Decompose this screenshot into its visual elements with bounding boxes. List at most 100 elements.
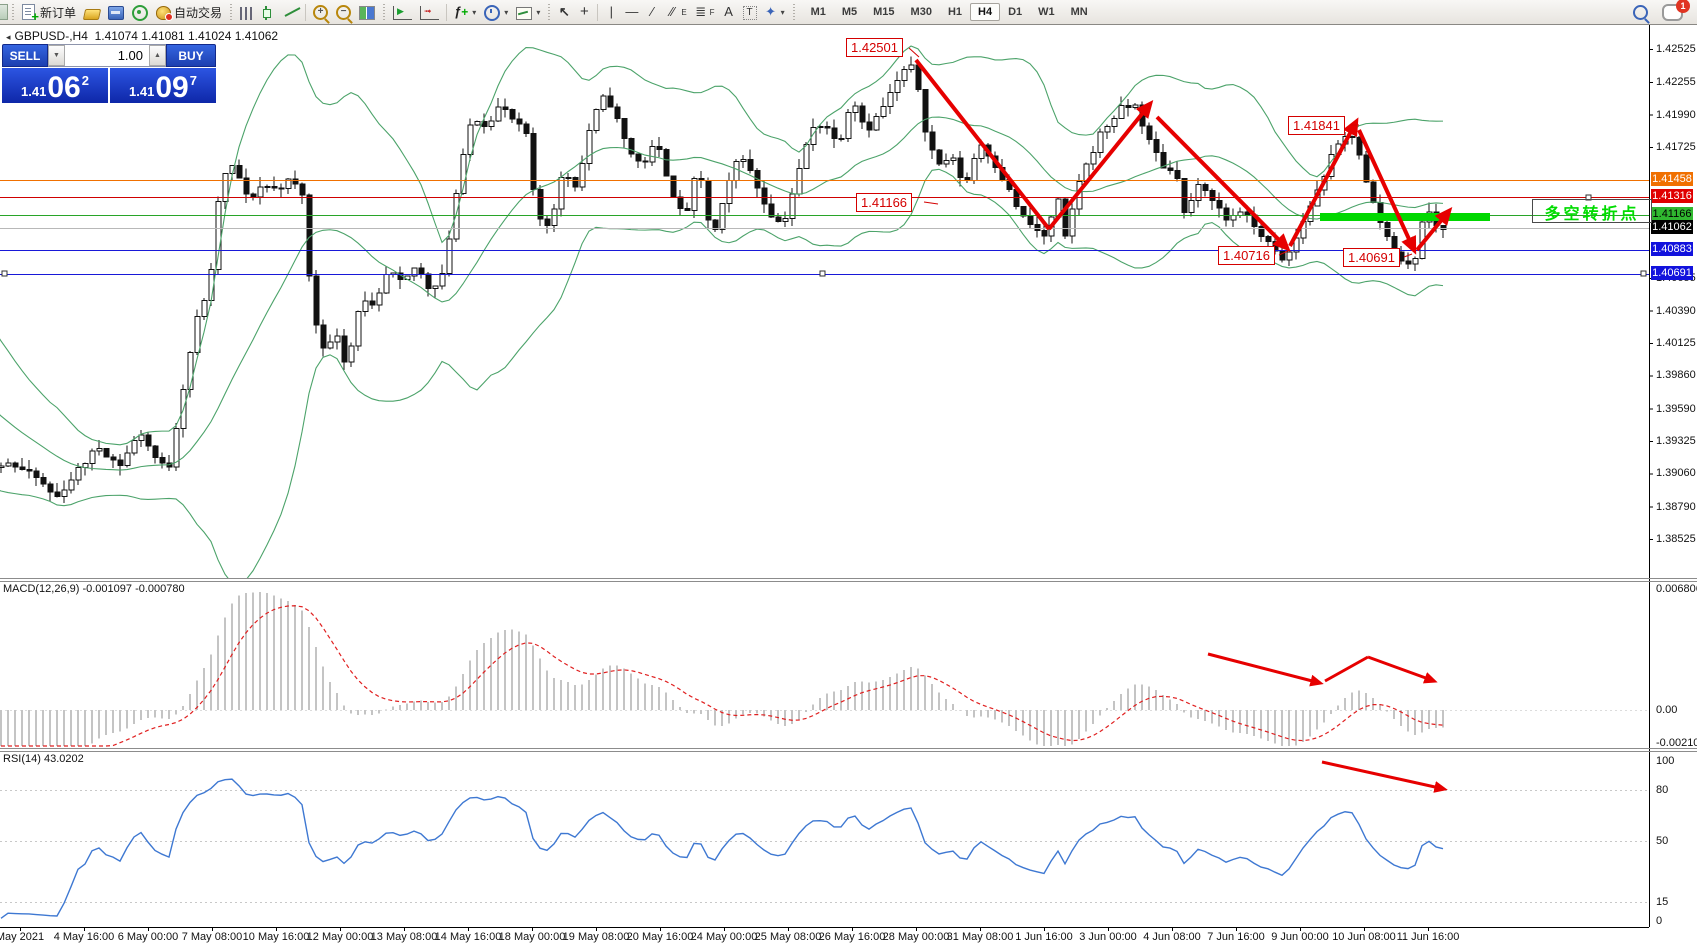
notifications-icon[interactable]: 1 [1662, 0, 1690, 21]
timeframe-H1[interactable]: H1 [947, 6, 963, 18]
time-label[interactable]: 20 May 16:00 [626, 931, 694, 943]
buy-price[interactable]: 1.41 09 7 [110, 68, 216, 103]
time-label[interactable]: 31 May 08:00 [946, 931, 1014, 943]
time-label[interactable]: 4 May 16:00 [53, 931, 115, 943]
trend-line-button[interactable]: ∕ [651, 4, 654, 19]
line-chart-button[interactable] [280, 1, 302, 23]
selection-handle[interactable] [1640, 270, 1647, 277]
highlight-bar[interactable] [1320, 213, 1490, 221]
gold-bars-icon[interactable] [80, 1, 104, 23]
price-tag-1.41841[interactable]: 1.41841 [1288, 116, 1345, 135]
time-label[interactable]: 11 Jun 16:00 [1396, 931, 1460, 943]
zoom-in-button[interactable]: + [309, 1, 332, 23]
volume-input[interactable]: 1.00 [117, 48, 143, 63]
tile-windows-button[interactable] [355, 1, 379, 23]
trend-arrow[interactable] [1324, 655, 1369, 683]
signals-icon[interactable] [128, 1, 152, 23]
collapse-panel-icon[interactable]: ◂ [6, 32, 11, 42]
arrows-button[interactable]: ✦ ▾ [765, 4, 785, 19]
timeframe-M15[interactable]: M15 [873, 6, 895, 18]
analyst-annotations[interactable] [1, 47, 1647, 793]
text-button[interactable]: A [724, 4, 733, 19]
price-tag-1.40716[interactable]: 1.40716 [1218, 246, 1275, 265]
symbol-name: GBPUSD-,H4 [14, 29, 88, 43]
time-label[interactable]: 18 May 00:00 [498, 931, 566, 943]
candle-chart-button[interactable] [258, 1, 280, 23]
text-label-button[interactable]: T [739, 1, 761, 23]
periods-button[interactable]: ▾ [480, 1, 512, 23]
time-label[interactable]: 19 May 08:00 [562, 931, 630, 943]
cursor-button[interactable]: ↖ [558, 4, 570, 19]
rsi-axis-label: 50 [1656, 835, 1669, 847]
search-icon[interactable] [1629, 1, 1652, 23]
trend-arrow[interactable] [1155, 115, 1291, 252]
time-label[interactable]: 4 Jun 08:00 [1143, 931, 1201, 943]
selection-handle[interactable] [1585, 194, 1592, 201]
timeframe-M1[interactable]: M1 [810, 6, 826, 18]
time-label[interactable]: 7 Jun 16:00 [1207, 931, 1265, 943]
time-label[interactable]: 28 May 00:00 [882, 931, 950, 943]
vertical-line-button[interactable]: | [609, 4, 614, 19]
selection-handle[interactable] [1, 270, 8, 277]
selection-handle[interactable] [819, 270, 826, 277]
timeframe-W1[interactable]: W1 [1038, 6, 1055, 18]
trend-arrow[interactable] [1047, 99, 1154, 231]
price-tag-1.40691[interactable]: 1.40691 [1343, 248, 1400, 267]
auto-scroll-button[interactable]: ➟ [416, 1, 443, 23]
trend-arrow[interactable] [1207, 652, 1324, 687]
time-label[interactable]: 13 May 08:00 [370, 931, 438, 943]
timeframe-M5[interactable]: M5 [841, 6, 858, 18]
fibonacci-button[interactable]: ≣ F [695, 4, 715, 19]
timeframe-MN[interactable]: MN [1070, 6, 1088, 18]
market-watch-icon[interactable] [104, 1, 128, 23]
time-label[interactable]: 3 Jun 00:00 [1079, 931, 1137, 943]
price-tick: 1.39325 [1656, 435, 1696, 447]
price-label-1.41166: 1.41166 [1651, 207, 1693, 222]
timeframe-H4[interactable]: H4 [970, 3, 1001, 21]
add-indicator-button[interactable]: ƒ+ ▾ [454, 4, 477, 19]
trend-arrow[interactable] [1288, 117, 1359, 247]
templates-button[interactable]: ▾ [512, 1, 544, 23]
zoom-out-button[interactable]: − [332, 1, 355, 23]
horizontal-line-button[interactable]: — [625, 4, 639, 19]
price-label-1.41458: 1.41458 [1651, 171, 1693, 186]
timeframe-D1[interactable]: D1 [1008, 6, 1023, 18]
price-tag-1.41166[interactable]: 1.41166 [856, 193, 913, 212]
chart-icon-partial[interactable] [0, 4, 8, 20]
time-label[interactable]: 25 May 08:00 [754, 931, 822, 943]
trend-arrow[interactable] [1415, 206, 1453, 252]
time-label[interactable]: May 2021 [0, 931, 45, 943]
bar-chart-button[interactable] [236, 1, 258, 23]
crosshair-button[interactable]: + [579, 3, 589, 20]
sell-button[interactable]: SELL [2, 44, 48, 67]
time-label[interactable]: 24 May 00:00 [690, 931, 758, 943]
rsi-indicator-label: RSI(14) 43.0202 [3, 753, 84, 765]
trend-arrow[interactable] [1367, 655, 1438, 684]
new-order-button[interactable]: 新订单 [18, 2, 80, 24]
time-label[interactable]: 9 Jun 00:00 [1271, 931, 1329, 943]
time-label[interactable]: 10 Jun 08:00 [1332, 931, 1396, 943]
rsi-line [0, 778, 1444, 919]
volume-increase-button[interactable]: ▲ [149, 45, 166, 66]
time-label[interactable]: 26 May 16:00 [818, 931, 886, 943]
time-label[interactable]: 12 May 00:00 [306, 931, 374, 943]
trend-arrow[interactable] [1321, 760, 1448, 793]
time-label[interactable]: 6 May 00:00 [117, 931, 179, 943]
price-tag-1.42501[interactable]: 1.42501 [846, 38, 903, 57]
time-label[interactable]: 10 May 16:00 [242, 931, 310, 943]
time-label[interactable]: 7 May 08:00 [181, 931, 243, 943]
auto-trading-button[interactable]: 自动交易 [152, 2, 226, 22]
note-text[interactable]: 多空转折点 [1532, 199, 1652, 223]
trend-arrow[interactable] [1357, 129, 1417, 255]
buy-button[interactable]: BUY [166, 44, 216, 67]
volume-decrease-button[interactable]: ▼ [48, 45, 65, 66]
timeframe-M30[interactable]: M30 [910, 6, 932, 18]
chart-shift-button[interactable]: ▶ [389, 1, 416, 23]
notification-badge: 1 [1676, 0, 1690, 13]
trend-arrow[interactable] [914, 58, 1051, 231]
time-label[interactable]: 1 Jun 16:00 [1015, 931, 1073, 943]
price-tick: 1.39860 [1656, 369, 1696, 382]
time-label[interactable]: 14 May 16:00 [434, 931, 502, 943]
sell-price[interactable]: 1.41 06 2 [2, 68, 108, 103]
channel-button[interactable]: ∕∕ E [670, 4, 687, 19]
